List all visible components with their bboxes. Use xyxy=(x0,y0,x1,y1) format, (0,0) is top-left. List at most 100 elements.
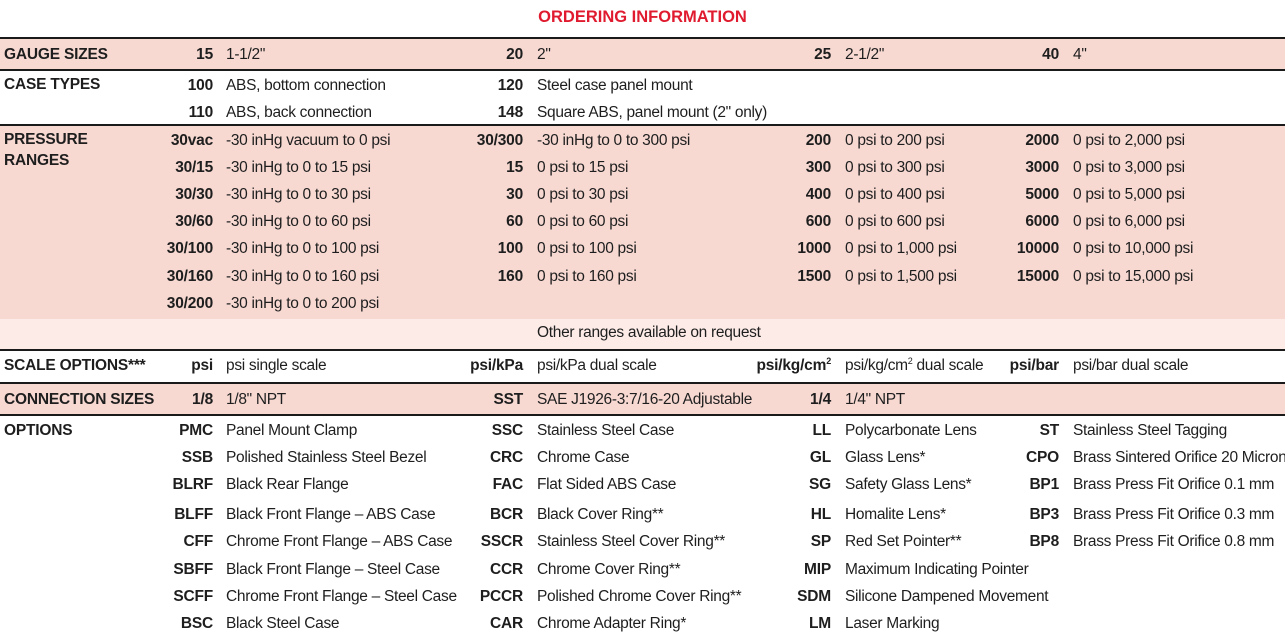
option-desc: Square ABS, panel mount (2" only) xyxy=(537,104,767,121)
range-code: 1500 xyxy=(797,268,831,285)
option-code: 100 xyxy=(187,77,213,94)
option-code: SSB xyxy=(181,449,213,466)
option-code: psi/kg/cm2 xyxy=(756,352,831,379)
range-code: 100 xyxy=(497,240,523,257)
table-row: 30/30 -30 inHg to 0 to 30 psi 30 0 psi t… xyxy=(0,181,1285,208)
range-code: 60 xyxy=(506,213,523,230)
option-code: 148 xyxy=(497,104,523,121)
option-code: LL xyxy=(812,422,831,439)
option-desc: Laser Marking xyxy=(845,615,940,632)
range-code: 400 xyxy=(805,186,831,203)
option-code: PMC xyxy=(179,422,213,439)
option-desc: Flat Sided ABS Case xyxy=(537,476,677,493)
option-desc: Polycarbonate Lens xyxy=(845,422,977,439)
option-code: GL xyxy=(809,449,831,466)
range-code: 30/300 xyxy=(476,132,523,149)
option-desc: Black Front Flange – ABS Case xyxy=(226,506,436,523)
option-desc: Steel case panel mount xyxy=(537,77,693,94)
range-code: 5000 xyxy=(1025,186,1059,203)
ranges-note: Other ranges available on request xyxy=(537,324,761,341)
option-desc: psi/kg/cm2 dual scale xyxy=(845,352,984,379)
range-code: 30/30 xyxy=(175,186,213,203)
range-desc: 0 psi to 15,000 psi xyxy=(1073,268,1194,285)
table-row: 30/160 -30 inHg to 0 to 160 psi 160 0 ps… xyxy=(0,263,1285,290)
option-code: HL xyxy=(810,506,831,523)
desc-tail: dual scale xyxy=(912,357,984,374)
option-desc: 1/8" NPT xyxy=(226,391,286,408)
pressure-ranges-band xyxy=(0,126,1285,319)
table-row: BLRF Black Rear Flange FAC Flat Sided AB… xyxy=(0,471,1285,498)
section-label: SCALE OPTIONS*** xyxy=(4,357,146,374)
table-row: CFF Chrome Front Flange – ABS Case SSCR … xyxy=(0,528,1285,555)
section-label: GAUGE SIZES xyxy=(4,46,108,63)
range-code: 600 xyxy=(805,213,831,230)
range-desc: 0 psi to 2,000 psi xyxy=(1073,132,1185,149)
range-code: 30 xyxy=(506,186,523,203)
option-desc: ABS, bottom connection xyxy=(226,77,386,94)
code-text: psi/kg/cm xyxy=(756,357,827,374)
table-row: 15 1-1/2" 20 2" 25 2-1/2" 40 4" xyxy=(0,41,1285,68)
range-desc: -30 inHg to 0 to 30 psi xyxy=(226,186,371,203)
option-desc: Red Set Pointer** xyxy=(845,533,962,550)
option-code: BLRF xyxy=(172,476,213,493)
option-desc: Stainless Steel Tagging xyxy=(1073,422,1227,439)
range-desc: -30 inHg to 0 to 200 psi xyxy=(226,295,380,312)
option-code: FAC xyxy=(492,476,524,493)
range-desc: 0 psi to 30 psi xyxy=(537,186,629,203)
page-title: ORDERING INFORMATION xyxy=(538,8,747,26)
table-row: 100 ABS, bottom connection 120 Steel cas… xyxy=(0,72,1285,99)
option-code: 110 xyxy=(188,104,214,121)
option-code: CCR xyxy=(490,561,523,578)
option-code: SDM xyxy=(797,588,831,605)
range-desc: 0 psi to 300 psi xyxy=(845,159,945,176)
gauge-sizes-band xyxy=(0,39,1285,69)
superscript: 2 xyxy=(907,355,913,366)
option-desc: 1/4" NPT xyxy=(845,391,905,408)
option-desc: Polished Stainless Steel Bezel xyxy=(226,449,427,466)
table-row: SCFF Chrome Front Flange – Steel Case PC… xyxy=(0,583,1285,610)
option-code: psi xyxy=(191,357,213,374)
option-code: BSC xyxy=(180,615,213,632)
option-desc: Homalite Lens* xyxy=(845,506,946,523)
divider xyxy=(0,349,1285,351)
range-desc: -30 inHg to 0 to 60 psi xyxy=(226,213,371,230)
option-code: ST xyxy=(1039,422,1060,439)
option-desc: SAE J1926-3:7/16-20 Adjustable xyxy=(537,391,753,408)
range-code: 160 xyxy=(497,268,523,285)
option-code: SSC xyxy=(491,422,523,439)
table-row: BLFF Black Front Flange – ABS Case BCR B… xyxy=(0,501,1285,528)
option-code: SSCR xyxy=(480,533,523,550)
divider xyxy=(0,37,1285,39)
option-code: SST xyxy=(493,391,523,408)
option-code: 20 xyxy=(506,46,523,63)
range-desc: 0 psi to 400 psi xyxy=(845,186,945,203)
divider xyxy=(0,124,1285,126)
option-desc: Chrome Front Flange – ABS Case xyxy=(226,533,453,550)
option-code: LM xyxy=(809,615,831,632)
option-code: CAR xyxy=(490,615,523,632)
option-desc: Silicone Dampened Movement xyxy=(845,588,1049,605)
divider xyxy=(0,382,1285,384)
section-label: RANGES xyxy=(4,152,70,169)
divider xyxy=(0,69,1285,71)
option-code: SP xyxy=(810,533,831,550)
option-desc: Chrome Case xyxy=(537,449,630,466)
option-code: 25 xyxy=(814,46,831,63)
option-code: SG xyxy=(809,476,831,493)
table-row: 30vac -30 inHg vacuum to 0 psi 30/300 -3… xyxy=(0,127,1285,154)
range-code: 2000 xyxy=(1025,132,1059,149)
range-code: 1000 xyxy=(797,240,831,257)
range-code: 30vac xyxy=(170,132,213,149)
range-code: 15000 xyxy=(1016,268,1059,285)
option-desc: Glass Lens* xyxy=(845,449,926,466)
table-row: 30/15 -30 inHg to 0 to 15 psi 15 0 psi t… xyxy=(0,154,1285,181)
range-desc: 0 psi to 15 psi xyxy=(537,159,629,176)
range-desc: 0 psi to 6,000 psi xyxy=(1073,213,1185,230)
option-code: CFF xyxy=(183,533,213,550)
option-code: BP1 xyxy=(1029,476,1059,493)
section-label: CONNECTION SIZES xyxy=(4,391,155,408)
option-desc: Chrome Adapter Ring* xyxy=(537,615,687,632)
range-desc: 0 psi to 60 psi xyxy=(537,213,629,230)
range-code: 30/160 xyxy=(166,268,213,285)
table-row: PMC Panel Mount Clamp SSC Stainless Stee… xyxy=(0,417,1285,444)
